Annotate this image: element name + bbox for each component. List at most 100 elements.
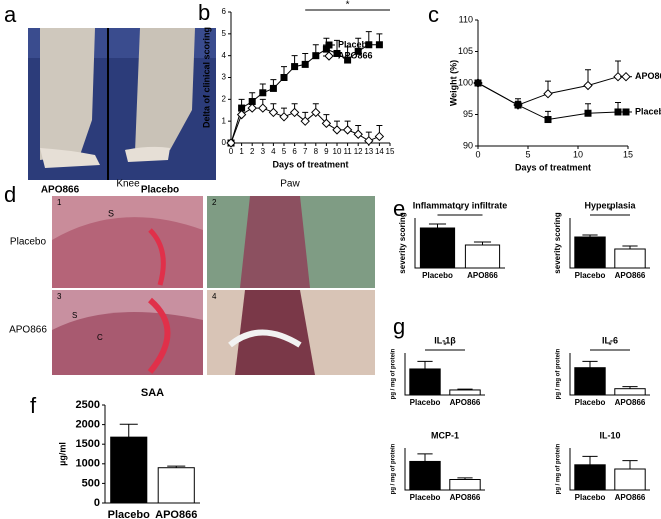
point <box>583 80 593 91</box>
bar <box>614 388 646 396</box>
point <box>280 74 288 81</box>
x-tick-label: 13 <box>364 147 373 156</box>
point <box>312 52 320 60</box>
y-tick-label: 0 <box>222 138 227 147</box>
panel-letter: e <box>393 196 405 221</box>
point <box>268 107 279 118</box>
point <box>259 89 267 97</box>
bar <box>409 460 441 491</box>
y-axis-label: severity scoring <box>398 212 407 273</box>
y-tick-label: 5 <box>222 29 227 38</box>
photo-number: 4 <box>212 292 217 301</box>
y-tick-label: 1000 <box>76 458 100 470</box>
bar <box>157 467 195 504</box>
annotation: * <box>458 206 462 217</box>
point <box>365 41 373 49</box>
x-tick-label: 12 <box>354 147 363 156</box>
error-bar <box>417 453 433 462</box>
x-tick-label: 3 <box>261 147 266 156</box>
chart-title: IL-10 <box>599 430 620 440</box>
y-axis-label: severity scoring <box>553 212 562 273</box>
y-tick-label: 2 <box>222 94 227 103</box>
panel-letter: a <box>4 2 17 27</box>
bar <box>574 236 606 269</box>
y-tick-label: 1500 <box>76 438 100 450</box>
bar <box>464 244 501 269</box>
error-bar <box>119 423 138 438</box>
y-axis-label: pg / mg of protein <box>391 348 397 399</box>
point <box>514 101 522 109</box>
axes <box>477 20 628 147</box>
x-tick-label: APO866 <box>615 271 646 280</box>
x-tick-label: 5 <box>525 149 530 159</box>
x-tick-label: APO866 <box>450 493 481 502</box>
x-tick-label: 9 <box>324 147 329 156</box>
x-tick-label: 8 <box>314 147 319 156</box>
x-tick-label: APO866 <box>467 271 498 280</box>
bar <box>614 248 646 269</box>
error-bar <box>428 223 447 228</box>
photo-label: APO866 <box>41 185 80 196</box>
x-tick-label: APO866 <box>450 398 481 407</box>
point <box>613 71 623 82</box>
point <box>236 109 247 120</box>
bar <box>574 464 606 491</box>
point <box>291 63 299 71</box>
y-axis-label: Weight (%) <box>448 60 458 106</box>
bar <box>409 368 441 396</box>
point <box>375 41 383 49</box>
y-tick-label: 100 <box>458 77 473 87</box>
y-axis-label: µg/ml <box>57 442 67 466</box>
x-tick-label: APO866 <box>615 493 646 502</box>
x-tick-label: 0 <box>229 147 234 156</box>
point <box>321 118 332 129</box>
x-tick-label: 15 <box>386 147 395 156</box>
annotation: * <box>346 0 350 11</box>
x-tick-label: APO866 <box>615 398 646 407</box>
photo-mark: S <box>72 311 77 320</box>
chart-title: IL-1β <box>434 335 456 345</box>
photo-number: 2 <box>212 198 217 207</box>
point <box>279 112 289 122</box>
y-axis-label: Delta of clinical scoring <box>201 27 211 128</box>
x-tick-label: 6 <box>292 147 297 156</box>
x-tick-label: Placebo <box>575 271 606 280</box>
photo-number: 1 <box>57 198 62 207</box>
point <box>300 116 310 126</box>
point <box>311 107 321 118</box>
panel-letter: d <box>4 182 16 207</box>
x-tick-label: 4 <box>271 147 276 156</box>
x-tick-label: 10 <box>573 149 583 159</box>
panel-letter: c <box>428 2 439 27</box>
y-tick-label: 6 <box>222 7 227 16</box>
y-tick-label: 95 <box>463 109 473 119</box>
legend-marker <box>325 41 333 49</box>
annotation: * <box>608 341 612 352</box>
bar <box>574 367 606 396</box>
y-tick-label: 4 <box>222 51 227 60</box>
photo-row-label: APO866 <box>9 325 47 336</box>
point <box>354 47 362 55</box>
x-tick-label: 2 <box>250 147 255 156</box>
legend-label: Placebo <box>635 106 661 116</box>
x-axis-label: Days of treatment <box>272 159 348 169</box>
photo-label: Placebo <box>141 185 179 196</box>
y-tick-label: 2500 <box>76 399 100 411</box>
photo-d <box>52 196 375 375</box>
point <box>543 89 553 99</box>
x-axis-label: Days of treatment <box>515 162 591 172</box>
point <box>342 125 353 135</box>
y-tick-label: 90 <box>463 140 473 150</box>
error-bar <box>582 455 598 465</box>
legend-marker <box>324 51 334 61</box>
chart-title: SAA <box>141 387 164 399</box>
point <box>289 107 300 118</box>
x-tick-label: 14 <box>375 147 384 156</box>
panel-letter: f <box>30 393 37 418</box>
x-tick-label: 15 <box>623 149 633 159</box>
x-tick-label: Placebo <box>410 493 441 502</box>
x-tick-label: Placebo <box>410 398 441 407</box>
point <box>353 129 363 139</box>
bar <box>110 436 148 504</box>
x-tick-label: 1 <box>239 147 244 156</box>
